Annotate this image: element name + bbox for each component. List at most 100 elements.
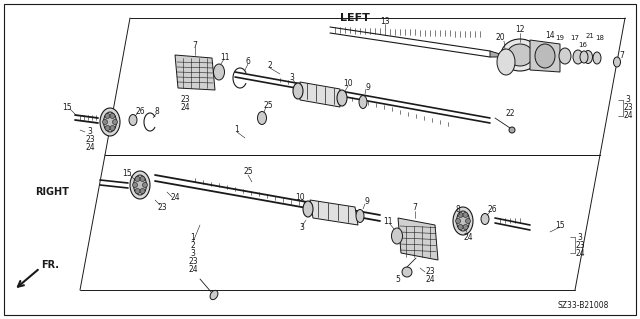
Text: 24: 24 <box>188 264 198 273</box>
Text: 23: 23 <box>575 241 585 249</box>
Text: 8: 8 <box>456 205 460 214</box>
Circle shape <box>105 126 110 130</box>
Polygon shape <box>300 82 340 107</box>
Circle shape <box>140 176 145 182</box>
Polygon shape <box>310 200 358 225</box>
Text: 11: 11 <box>220 53 230 62</box>
Text: FR.: FR. <box>41 260 59 270</box>
Text: LEFT: LEFT <box>340 13 370 23</box>
Text: 20: 20 <box>495 33 505 42</box>
Ellipse shape <box>130 171 150 199</box>
Ellipse shape <box>573 50 583 64</box>
Circle shape <box>135 189 140 194</box>
Text: 15: 15 <box>122 168 132 177</box>
Ellipse shape <box>129 115 137 125</box>
Ellipse shape <box>100 108 120 136</box>
Text: 24: 24 <box>463 233 473 241</box>
Ellipse shape <box>453 207 473 235</box>
Ellipse shape <box>293 83 303 99</box>
Ellipse shape <box>481 213 489 225</box>
Text: 26: 26 <box>487 205 497 214</box>
Ellipse shape <box>134 175 147 195</box>
Circle shape <box>463 212 468 218</box>
Text: 8: 8 <box>155 108 159 116</box>
Text: 22: 22 <box>505 108 515 117</box>
Ellipse shape <box>614 57 621 67</box>
Ellipse shape <box>497 49 515 75</box>
Text: 25: 25 <box>243 167 253 176</box>
Text: 24: 24 <box>170 194 180 203</box>
Text: 5: 5 <box>396 276 401 285</box>
Text: 3: 3 <box>289 73 294 83</box>
Text: 16: 16 <box>579 42 588 48</box>
Circle shape <box>463 225 468 230</box>
Text: 14: 14 <box>545 32 555 41</box>
Text: 9: 9 <box>365 197 369 205</box>
Circle shape <box>509 127 515 133</box>
Text: 3: 3 <box>88 128 92 137</box>
Text: 25: 25 <box>263 100 273 109</box>
Text: 13: 13 <box>380 18 390 26</box>
Circle shape <box>105 114 110 118</box>
Text: 3: 3 <box>191 249 195 257</box>
Text: 3: 3 <box>300 224 305 233</box>
Text: 7: 7 <box>620 51 625 61</box>
Ellipse shape <box>559 48 571 64</box>
Text: 2: 2 <box>191 241 195 249</box>
Text: 19: 19 <box>556 35 564 41</box>
Text: 9: 9 <box>365 83 371 92</box>
Text: 10: 10 <box>295 192 305 202</box>
Ellipse shape <box>584 50 593 63</box>
Text: 24: 24 <box>575 249 585 257</box>
Text: 12: 12 <box>515 26 525 34</box>
Ellipse shape <box>456 211 470 231</box>
Text: 23: 23 <box>157 203 167 211</box>
Circle shape <box>132 182 138 188</box>
Ellipse shape <box>214 64 225 80</box>
Ellipse shape <box>356 210 364 222</box>
Text: 17: 17 <box>570 35 579 41</box>
Text: 24: 24 <box>180 103 190 113</box>
Text: 23: 23 <box>188 256 198 265</box>
Text: 6: 6 <box>246 57 250 66</box>
Text: SZ33-B21008: SZ33-B21008 <box>558 300 609 309</box>
Text: 11: 11 <box>383 218 393 226</box>
Text: 23: 23 <box>623 103 633 113</box>
Circle shape <box>456 219 461 224</box>
Text: 26: 26 <box>135 107 145 115</box>
Text: 18: 18 <box>595 35 605 41</box>
Polygon shape <box>398 218 438 260</box>
Ellipse shape <box>593 52 601 64</box>
Ellipse shape <box>337 90 347 106</box>
Polygon shape <box>530 40 560 72</box>
Text: 15: 15 <box>62 102 72 112</box>
Text: 7: 7 <box>193 41 197 49</box>
Ellipse shape <box>392 228 403 244</box>
Ellipse shape <box>580 51 588 63</box>
Text: 1: 1 <box>235 125 239 135</box>
Ellipse shape <box>257 112 266 124</box>
Ellipse shape <box>501 39 539 71</box>
Text: 21: 21 <box>586 33 595 39</box>
Text: 23: 23 <box>85 136 95 145</box>
Circle shape <box>140 189 145 194</box>
Text: 3: 3 <box>625 95 630 105</box>
Ellipse shape <box>210 290 218 300</box>
Ellipse shape <box>507 44 533 66</box>
Text: 24: 24 <box>85 144 95 152</box>
Polygon shape <box>490 51 500 57</box>
Text: 24: 24 <box>623 112 633 121</box>
Ellipse shape <box>535 44 555 68</box>
Text: 15: 15 <box>555 220 565 229</box>
Text: 24: 24 <box>425 276 435 285</box>
Text: 23: 23 <box>180 95 190 105</box>
Text: RIGHT: RIGHT <box>35 187 69 197</box>
Polygon shape <box>175 55 215 90</box>
Ellipse shape <box>303 201 313 217</box>
Text: 3: 3 <box>577 233 582 241</box>
Ellipse shape <box>104 112 116 132</box>
Circle shape <box>458 212 463 218</box>
Ellipse shape <box>359 95 367 108</box>
Circle shape <box>102 120 108 124</box>
Circle shape <box>402 267 412 277</box>
